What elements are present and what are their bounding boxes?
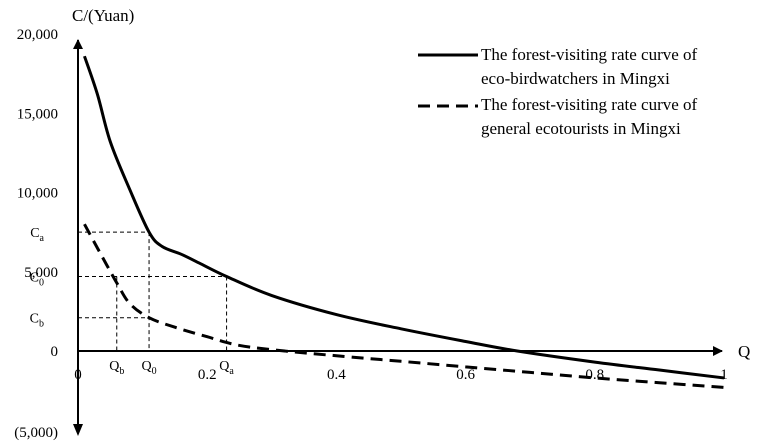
c-reference-label: Ca <box>30 226 44 244</box>
series-line-general-ecotourists <box>83 223 725 389</box>
x-tick-label: 1 <box>720 367 728 383</box>
x-tick-label: 0.2 <box>198 367 217 383</box>
legend-label: The forest-visiting rate curve of <box>481 95 698 114</box>
q-reference-label: Q0 <box>141 359 156 377</box>
y-tick-label: (5,000) <box>14 425 58 441</box>
c-reference-sub: b <box>39 319 44 330</box>
x-tick-label: 0.6 <box>456 367 475 383</box>
legend-label: The forest-visiting rate curve of <box>481 45 698 64</box>
axes: C/(Yuan) Q <box>72 6 750 436</box>
q-reference-label: Qb <box>109 359 124 377</box>
legend-label: general ecotourists in Mingxi <box>481 119 681 138</box>
c-reference-main: C <box>30 312 39 327</box>
x-tick-label: 0.4 <box>327 367 346 383</box>
c-reference-sub: 0 <box>39 278 44 289</box>
y-tick-label: 10,000 <box>17 186 58 202</box>
q-reference-main: Q <box>109 359 119 374</box>
y-tick-label: 20,000 <box>17 27 58 43</box>
y-tick-label: 15,000 <box>17 106 58 122</box>
c-reference-label: C0 <box>30 271 44 289</box>
series-line-eco-birdwatchers <box>83 55 725 380</box>
series-lines <box>83 55 725 389</box>
c-reference-label: Cb <box>30 312 44 330</box>
c-reference-main: C <box>30 271 39 286</box>
x-axis-title: Q <box>738 342 750 361</box>
q-reference-sub: b <box>119 366 124 377</box>
x-tick-label: 0 <box>74 367 82 383</box>
c-reference-sub: a <box>40 233 45 244</box>
y-axis-title: C/(Yuan) <box>72 6 134 25</box>
q-reference-sub: 0 <box>152 366 157 377</box>
y-tick-label: 5,000 <box>24 265 58 281</box>
y-tick-label: 0 <box>51 344 59 360</box>
c-reference-main: C <box>30 226 39 241</box>
y-axis-down-arrow <box>73 424 83 436</box>
guide-lines <box>78 231 228 351</box>
legend: The forest-visiting rate curve of eco-bir… <box>418 45 698 138</box>
q-reference-main: Q <box>141 359 151 374</box>
q-reference-main: Q <box>219 359 229 374</box>
q-reference-label: Qa <box>219 359 234 377</box>
x-tick-label: 0.8 <box>585 367 604 383</box>
q-reference-sub: a <box>229 366 234 377</box>
legend-label: eco-birdwatchers in Mingxi <box>481 69 670 88</box>
